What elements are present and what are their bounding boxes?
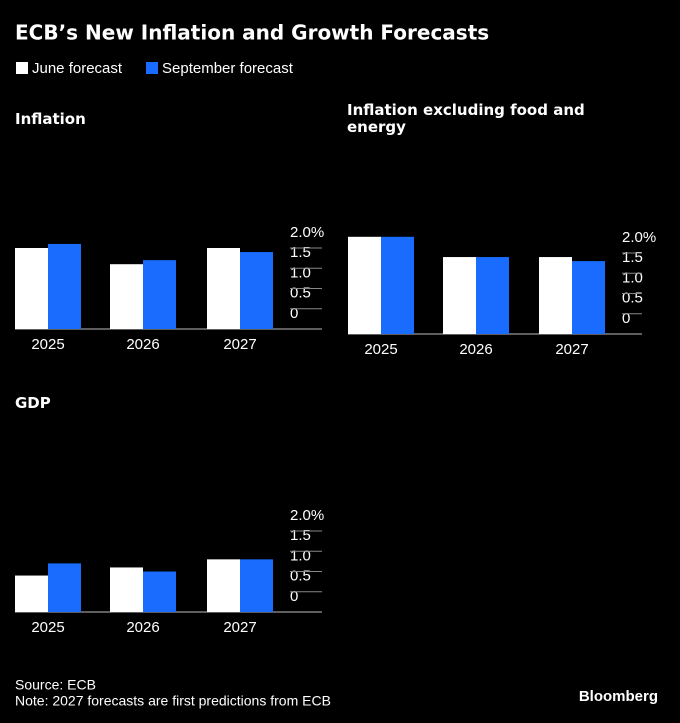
- bar: [110, 264, 143, 329]
- x-tick-label: 2026: [126, 336, 159, 353]
- bar: [15, 575, 48, 612]
- y-tick-label: 1.5: [622, 249, 643, 266]
- page-title: ECB’s New Inflation and Growth Forecasts: [15, 21, 489, 45]
- bar: [240, 559, 273, 612]
- y-tick-label: 0: [622, 310, 630, 327]
- panel-title: Inflation excluding food and energy: [347, 101, 585, 136]
- bar: [539, 257, 572, 334]
- source: Source: ECB: [15, 677, 96, 693]
- bar: [476, 257, 509, 334]
- y-tick-label: 0: [290, 588, 298, 605]
- y-tick-label: 2.0%: [290, 507, 324, 524]
- bar: [240, 252, 273, 329]
- y-tick-label: 0.5: [290, 568, 311, 585]
- x-tick-label: 2025: [364, 341, 397, 358]
- bar: [381, 236, 414, 334]
- x-tick-label: 2027: [223, 619, 256, 636]
- legend-label: September forecast: [162, 60, 294, 77]
- y-tick-label: 1.0: [290, 547, 311, 564]
- y-tick-label: 1.0: [622, 269, 643, 286]
- bar: [15, 248, 48, 329]
- panel-title: GDP: [15, 394, 51, 412]
- x-tick-label: 2027: [555, 341, 588, 358]
- y-tick-label: 1.5: [290, 244, 311, 261]
- x-tick-label: 2027: [223, 336, 256, 353]
- y-tick-label: 0.5: [622, 290, 643, 307]
- y-tick-label: 2.0%: [290, 224, 324, 241]
- x-tick-label: 2025: [31, 336, 64, 353]
- panel-title: Inflation: [15, 110, 86, 128]
- y-tick-label: 1.0: [290, 264, 311, 281]
- bar: [48, 563, 81, 612]
- bar: [572, 261, 605, 334]
- bar: [443, 257, 476, 334]
- bar: [143, 571, 176, 612]
- y-tick-label: 1.5: [290, 527, 311, 544]
- bar: [348, 236, 381, 334]
- y-tick-label: 0.5: [290, 285, 311, 302]
- bar: [143, 260, 176, 329]
- legend-label: June forecast: [32, 60, 123, 77]
- bar: [207, 559, 240, 612]
- y-tick-label: 0: [290, 305, 298, 322]
- legend-swatch: [146, 62, 158, 74]
- x-tick-label: 2025: [31, 619, 64, 636]
- x-tick-label: 2026: [459, 341, 492, 358]
- legend-swatch: [16, 62, 28, 74]
- bar: [48, 243, 81, 329]
- brand: Bloomberg: [579, 688, 658, 705]
- y-tick-label: 2.0%: [622, 229, 656, 246]
- x-tick-label: 2026: [126, 619, 159, 636]
- bar: [207, 248, 240, 329]
- bar: [110, 567, 143, 612]
- note: Note: 2027 forecasts are first predictio…: [15, 693, 331, 709]
